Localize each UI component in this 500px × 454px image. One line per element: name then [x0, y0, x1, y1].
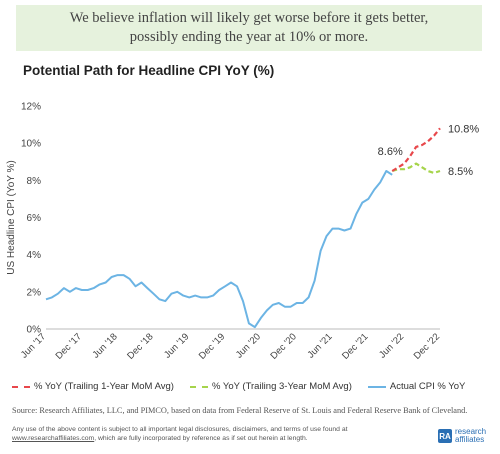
legend-item-3yr: % YoY (Trailing 3-Year MoM Avg) [189, 381, 352, 392]
x-tick-label: Jun '21 [305, 331, 334, 360]
y-tick-label: 12% [21, 102, 41, 113]
logo-mark-icon: RA [438, 429, 452, 443]
headline-banner: We believe inflation will likely get wor… [16, 5, 482, 51]
y-tick-label: 0% [27, 325, 42, 336]
series-line-trailing-3yr [391, 162, 441, 174]
legend-swatch-3yr [189, 385, 208, 388]
legend-label-actual: Actual CPI % YoY [389, 381, 466, 392]
legend-swatch-actual [367, 385, 386, 388]
legend-item-actual: Actual CPI % YoY [367, 381, 466, 392]
series-end-label: 10.8% [448, 123, 479, 135]
x-tick-label: Jun '20 [234, 331, 263, 360]
y-axis-label: US Headline CPI (YoY %) [6, 160, 17, 275]
logo-text: research affiliates [455, 428, 486, 444]
x-tick-label: Dec '20 [268, 331, 298, 361]
logo-line-1: research [455, 427, 487, 436]
x-tick-label: Dec '17 [54, 331, 84, 361]
source-note: Source: Research Affiliates, LLC, and PI… [12, 406, 468, 415]
annotation-label: 8.6% [378, 146, 403, 158]
y-tick-label: 8% [27, 176, 42, 187]
disclaimer-line-1: Any use of the above content is subject … [12, 426, 348, 433]
research-affiliates-logo: RA research affiliates [438, 428, 486, 444]
disclaimer: Any use of the above content is subject … [12, 425, 402, 443]
series-end-label: 8.5% [448, 166, 473, 178]
logo-line-2: affiliates [455, 435, 485, 444]
legend-label-3yr: % YoY (Trailing 3-Year MoM Avg) [211, 381, 352, 392]
disclaimer-link[interactable]: www.researchaffiliates.com [12, 435, 95, 442]
y-tick-label: 10% [21, 139, 41, 150]
x-tick-label: Jun '18 [91, 331, 120, 360]
disclaimer-line-2: www.researchaffiliates.com, which are fu… [12, 434, 402, 443]
x-tick-label: Jun '17 [19, 331, 48, 360]
y-tick-label: 6% [27, 213, 42, 224]
banner-line-1: We believe inflation will likely get wor… [69, 10, 429, 26]
y-tick-label: 4% [27, 250, 42, 261]
disclaimer-line-2-text: , which are fully incorporated by refere… [94, 435, 308, 442]
banner-line-2: possibly ending the year at 10% or more. [129, 29, 369, 45]
x-tick-label: Dec '22 [412, 331, 442, 361]
chart-title: Potential Path for Headline CPI YoY (%) [23, 63, 275, 78]
series-line-actual-cpi [45, 170, 393, 329]
x-tick-label: Dec '18 [125, 331, 155, 361]
y-tick-label: 2% [27, 287, 42, 298]
legend-swatch-1yr [12, 385, 30, 388]
legend-item-1yr: % YoY (Trailing 1-Year MoM Avg) [12, 381, 174, 392]
x-tick-label: Dec '21 [340, 331, 370, 361]
x-tick-label: Dec '19 [197, 331, 227, 361]
series-line-trailing-1yr [391, 127, 441, 172]
x-tick-label: Jun '22 [377, 331, 406, 360]
legend-label-1yr: % YoY (Trailing 1-Year MoM Avg) [34, 381, 174, 392]
chart-legend: % YoY (Trailing 1-Year MoM Avg) % YoY (T… [12, 381, 500, 392]
x-tick-label: Jun '19 [162, 331, 191, 360]
